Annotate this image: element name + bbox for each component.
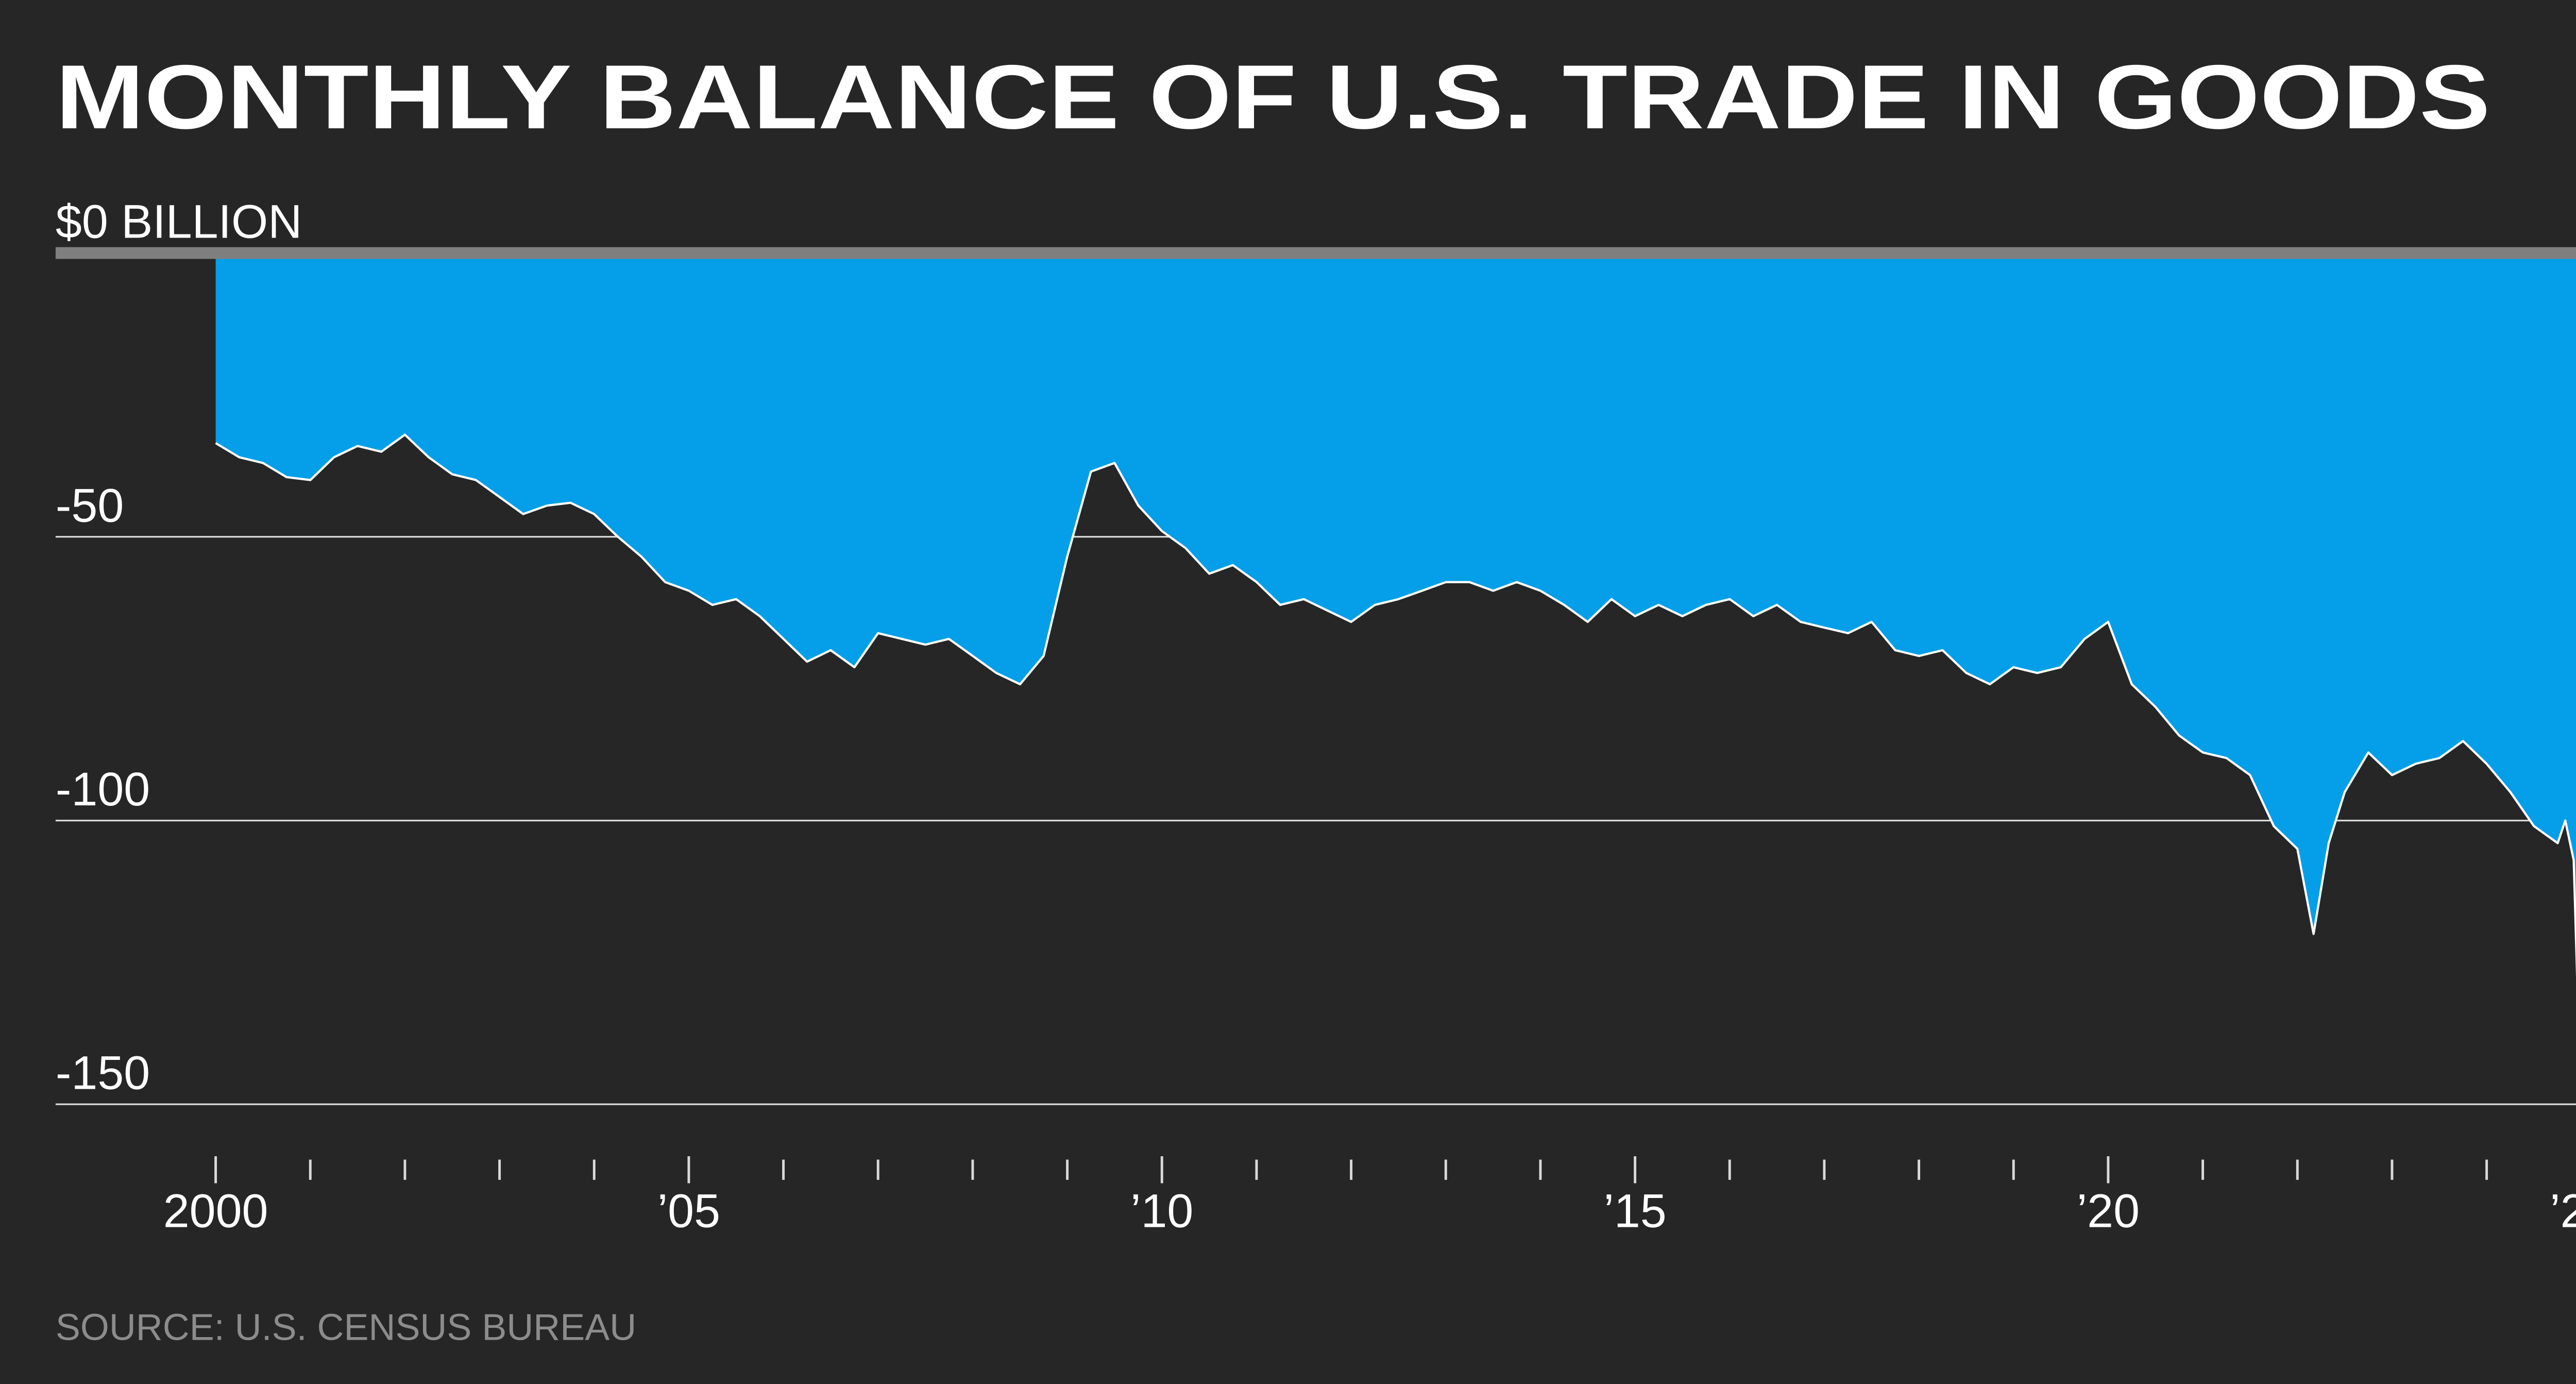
- y-tick-label: -100: [56, 763, 150, 816]
- x-tick-label: ’05: [657, 1185, 720, 1237]
- x-tick-label: ’15: [1604, 1185, 1667, 1237]
- x-tick-label: ’25: [2550, 1185, 2576, 1237]
- line: [215, 433, 2576, 977]
- x-tick-label: 2000: [163, 1185, 268, 1237]
- y-tick-label: $0 BILLION: [56, 196, 302, 248]
- x-tick-label: ’10: [1130, 1185, 1193, 1237]
- source: SOURCE: U.S. CENSUS BUREAU: [56, 1307, 636, 1348]
- y-tick-label: -50: [56, 479, 124, 532]
- y-tick-label: -150: [56, 1047, 150, 1100]
- chart-title: MONTHLY BALANCE OF U.S. TRADE IN GOODS: [56, 46, 2490, 148]
- x-tick-label: ’20: [2077, 1185, 2140, 1237]
- area: [215, 253, 2576, 939]
